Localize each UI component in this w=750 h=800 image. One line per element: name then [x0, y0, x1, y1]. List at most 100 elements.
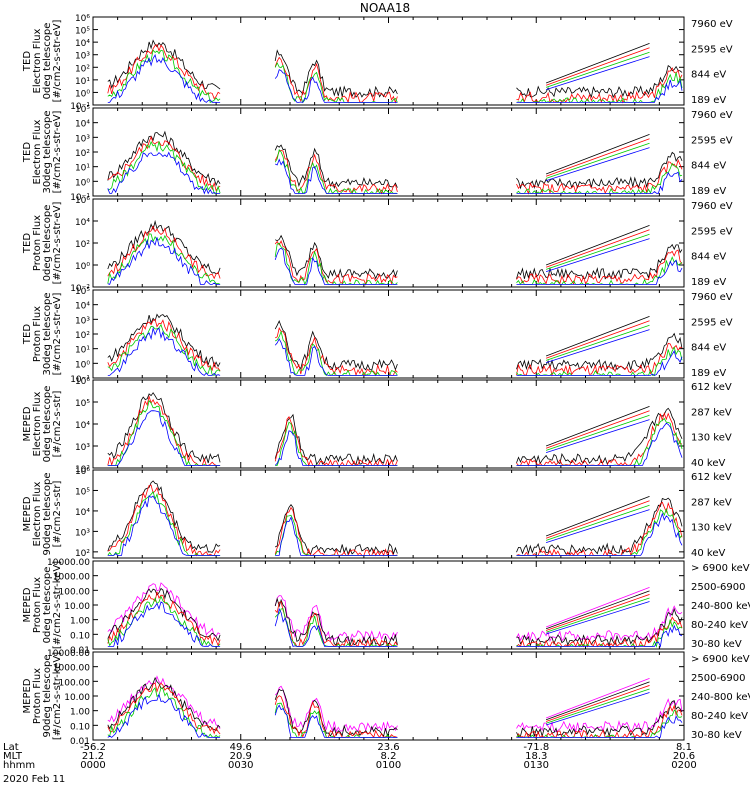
gap-line-red — [545, 47, 650, 86]
y-tick-label: 10² — [75, 64, 90, 74]
y-tick-label: 10² — [75, 465, 90, 475]
trace-blue — [516, 349, 683, 376]
legend-entry: 612 keV — [691, 382, 732, 393]
trace-red — [516, 249, 683, 285]
y-axis-label: MEPEDProton Flux90deg telescope[#/cm2-s-… — [22, 652, 63, 740]
x-tick-hhmm: 0000 — [80, 760, 105, 771]
legend-entry: 189 eV — [691, 95, 726, 106]
y-axis-label-line: 30deg telescope — [42, 292, 53, 375]
trace-blue — [274, 247, 398, 285]
y-tick-label: 10⁶ — [75, 196, 90, 206]
panel-p2: 10⁵ 10⁴ 10³ 10² 10¹ 10⁰ 10⁻¹ TEDElectron Flux30… — [22, 105, 733, 203]
legend-entry: 7960 eV — [691, 201, 733, 212]
trace-black — [275, 234, 398, 280]
trace-blue — [274, 338, 398, 376]
y-tick-label: 10⁵ — [75, 487, 90, 497]
legend-entry: 80-240 keV — [691, 620, 748, 631]
trace-magenta — [516, 698, 683, 733]
y-axis-label: MEPEDElectron Flux0deg telescope[#/cm2-s… — [22, 386, 63, 463]
gap-line-blue — [545, 56, 650, 90]
trace-red — [516, 158, 683, 195]
panel-p7: 10000.00 1000.00 100.00 10.00 1.00 0.10 0.01 ME… — [22, 558, 750, 656]
y-tick-label: 10⁶ — [75, 14, 90, 24]
y-tick-label: 10⁻¹ — [70, 193, 90, 203]
legend-entry: 130 keV — [691, 433, 732, 444]
trace-black — [107, 130, 221, 187]
trace-black — [107, 313, 221, 368]
x-tick-mlt: 21.2 — [82, 751, 104, 762]
legend-entry: 7960 eV — [691, 110, 733, 121]
trace-red — [274, 695, 398, 739]
y-tick-label: 10⁻¹ — [70, 102, 90, 112]
y-axis-label-line: Electron Flux — [32, 119, 43, 184]
y-tick-label: 10⁰ — [75, 262, 90, 272]
y-axis-label-line: [#/cm2-s-str-eV] — [52, 202, 63, 285]
trace-black — [274, 597, 398, 647]
trace-blue — [516, 624, 683, 648]
trace-red — [274, 416, 398, 467]
legend-entry: 7960 eV — [691, 292, 733, 303]
y-axis-label-line: Proton Flux — [32, 577, 43, 633]
trace-green — [274, 608, 398, 647]
gap-line-black — [545, 43, 650, 84]
gap-line-blue — [545, 692, 650, 726]
y-axis-label: MEPEDElectron Flux90deg telescope[#/cm2-… — [22, 472, 63, 555]
legend-entry: 30-80 keV — [691, 639, 742, 650]
legend-entry: 2500-6900 — [691, 673, 746, 684]
trace-blue — [275, 516, 398, 556]
y-tick-label: 1000.00 — [53, 664, 90, 674]
y-tick-label: 0.01 — [70, 737, 90, 747]
y-tick-label: 10² — [75, 149, 90, 159]
trace-magenta — [107, 582, 221, 637]
legend-entry: 189 eV — [691, 368, 726, 379]
trace-red — [107, 225, 221, 280]
y-tick-label: 10³ — [75, 52, 90, 62]
legend-entry: 287 keV — [691, 497, 732, 508]
trace-green — [107, 49, 221, 103]
gap-line-black — [545, 134, 650, 175]
trace-black — [107, 480, 221, 553]
y-tick-label: 10⁴ — [75, 421, 90, 431]
y-tick-label: 100.00 — [59, 587, 91, 597]
trace-blue — [107, 410, 221, 466]
trace-black — [516, 243, 683, 280]
y-tick-label: 10³ — [75, 443, 90, 453]
legend-entry: > 6900 keV — [691, 654, 750, 665]
trace-black — [275, 504, 398, 556]
trace-black — [107, 392, 221, 464]
gap-line-red — [545, 320, 650, 359]
y-tick-label: 10000.00 — [47, 558, 90, 568]
trace-green — [107, 233, 221, 285]
legend-entry: 844 eV — [691, 252, 726, 263]
trace-red — [107, 394, 221, 467]
y-tick-label: 10⁴ — [75, 302, 90, 312]
y-axis-label-line: [#/cm2-s-str-eV] — [52, 20, 63, 103]
y-axis-label-line: Proton Flux — [32, 306, 43, 362]
x-tick-hhmm: 0130 — [524, 760, 549, 771]
trace-blue — [107, 693, 221, 738]
y-axis-label-line: MEPED — [22, 678, 33, 713]
y-tick-label: 10000.00 — [47, 649, 90, 659]
gap-line-green — [545, 597, 650, 633]
gap-line-black — [545, 496, 650, 537]
trace-blue — [516, 715, 683, 738]
y-axis-label-line: 90deg telescope — [42, 472, 53, 555]
x-tick-mlt: 18.3 — [525, 751, 547, 762]
legend-entry: 130 keV — [691, 523, 732, 534]
trace-black — [516, 700, 683, 738]
gap-line-black — [545, 590, 650, 630]
y-tick-label: 10³ — [75, 134, 90, 144]
y-axis-label-line: [#/cm2-s-str-eV] — [52, 293, 63, 376]
x-tick-hhmm: 0030 — [228, 760, 253, 771]
trace-black — [274, 319, 398, 371]
trace-red — [274, 56, 398, 104]
gap-line-green — [545, 414, 650, 451]
trace-black — [107, 587, 221, 642]
legend-entry: 2500-6900 — [691, 582, 746, 593]
gap-line-red — [545, 410, 650, 449]
trace-blue — [516, 171, 683, 194]
legend-entry: 612 keV — [691, 472, 732, 483]
trace-blue — [516, 259, 683, 285]
trace-green — [107, 323, 221, 376]
trace-red — [107, 682, 221, 735]
